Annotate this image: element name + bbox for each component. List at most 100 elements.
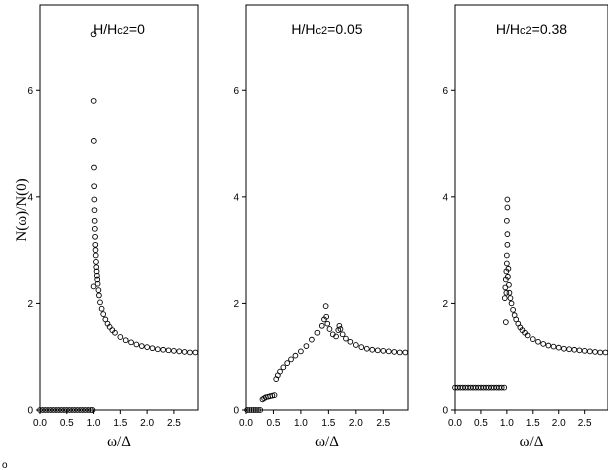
- data-points: [244, 303, 409, 413]
- data-point: [154, 346, 161, 353]
- panel-3: 0 2 4 6 0.0 0.5 1.0 1.5 2.0 2.5 ω/Δ H/Hc2=0.38: [442, 4, 608, 450]
- data-point: [524, 332, 531, 339]
- y-tick-label: 6: [27, 86, 33, 97]
- x-tick-label: 2.5: [167, 418, 181, 429]
- data-point: [540, 341, 547, 347]
- data-point: [504, 231, 511, 237]
- data-point: [69, 407, 75, 413]
- data-point: [503, 289, 510, 296]
- data-point: [144, 344, 150, 350]
- data-point: [171, 347, 177, 354]
- data-point: [39, 407, 46, 413]
- plot-frame: [39, 4, 199, 411]
- data-point: [255, 407, 261, 413]
- data-point: [571, 346, 578, 353]
- data-point: [284, 360, 291, 366]
- data-point: [504, 217, 510, 224]
- data-point: [566, 346, 572, 353]
- data-point: [58, 407, 65, 413]
- y-tick-label: 0: [27, 406, 33, 417]
- data-point: [592, 349, 598, 355]
- data-point: [90, 31, 97, 38]
- x-tick-label: 1.5: [321, 418, 335, 429]
- data-point: [529, 336, 536, 342]
- data-point: [89, 407, 96, 413]
- x-tick-label: 1.0: [294, 418, 308, 429]
- data-point: [298, 348, 304, 355]
- data-point: [122, 337, 129, 344]
- panel-1: 0 2 4 6 0.0 0.5 1.0 1.5 2.0 2.5 ω/Δ H/Hc2=0: [27, 4, 199, 450]
- data-point: [149, 345, 156, 352]
- panel-title: H/Hc2=0.05: [291, 21, 362, 37]
- data-point: [112, 329, 118, 336]
- data-point: [322, 303, 329, 309]
- data-point: [581, 347, 588, 354]
- data-point: [576, 347, 583, 354]
- data-point: [98, 305, 105, 312]
- data-point: [79, 407, 86, 413]
- y-tick-label: 0: [442, 406, 448, 417]
- x-tick-label: 0.0: [239, 418, 253, 429]
- data-point: [47, 407, 54, 413]
- data-point: [501, 384, 508, 391]
- data-point: [92, 241, 99, 248]
- data-point: [333, 333, 339, 340]
- y-tick-label: 4: [442, 192, 448, 203]
- data-point: [586, 348, 593, 355]
- data-point: [504, 196, 511, 203]
- data-point: [94, 276, 101, 283]
- data-point: [504, 260, 510, 267]
- data-point: [343, 335, 349, 342]
- y-tick-label: 2: [27, 299, 33, 310]
- data-point: [96, 292, 102, 299]
- data-point: [85, 407, 92, 413]
- x-tick-label: 2.0: [140, 418, 154, 429]
- data-point: [347, 338, 354, 345]
- data-point: [339, 331, 346, 338]
- data-point: [74, 407, 81, 413]
- data-point: [337, 326, 344, 332]
- data-point: [160, 346, 167, 353]
- x-tick-label: 1.5: [113, 418, 127, 429]
- data-point: [336, 322, 343, 329]
- data-point: [303, 343, 310, 349]
- data-point: [292, 352, 299, 359]
- data-point: [100, 311, 107, 317]
- data-point: [92, 233, 98, 240]
- data-point: [309, 336, 315, 343]
- data-points: [37, 31, 199, 413]
- data-point: [192, 349, 199, 356]
- y-tick-label: 2: [233, 299, 239, 310]
- data-point: [318, 322, 325, 329]
- data-point: [95, 287, 102, 293]
- data-point: [91, 196, 98, 203]
- data-point: [402, 349, 409, 356]
- data-point: [91, 217, 98, 224]
- x-tick-label: 0.0: [33, 418, 47, 429]
- data-point: [504, 252, 510, 259]
- data-point: [501, 295, 508, 301]
- data-point: [133, 341, 140, 348]
- data-point: [508, 300, 515, 307]
- data-point: [82, 407, 89, 413]
- y-axis-label: N(ω)/N(0): [14, 178, 30, 241]
- x-tick-label: 0.0: [448, 418, 462, 429]
- data-point: [92, 252, 99, 259]
- data-point: [117, 334, 124, 340]
- data-point: [504, 241, 511, 248]
- data-point: [385, 348, 392, 355]
- data-point: [90, 138, 97, 144]
- data-point: [66, 407, 73, 413]
- data-point: [507, 295, 514, 301]
- x-tick-label: 1.0: [87, 418, 101, 429]
- data-point: [53, 407, 59, 413]
- data-point: [77, 407, 84, 413]
- data-point: [181, 349, 188, 355]
- data-point: [506, 289, 513, 296]
- data-point: [42, 407, 49, 413]
- data-point: [92, 247, 99, 253]
- data-point: [187, 349, 193, 356]
- x-tick-label: 0.5: [474, 418, 488, 429]
- y-tick-label: 0: [233, 406, 239, 417]
